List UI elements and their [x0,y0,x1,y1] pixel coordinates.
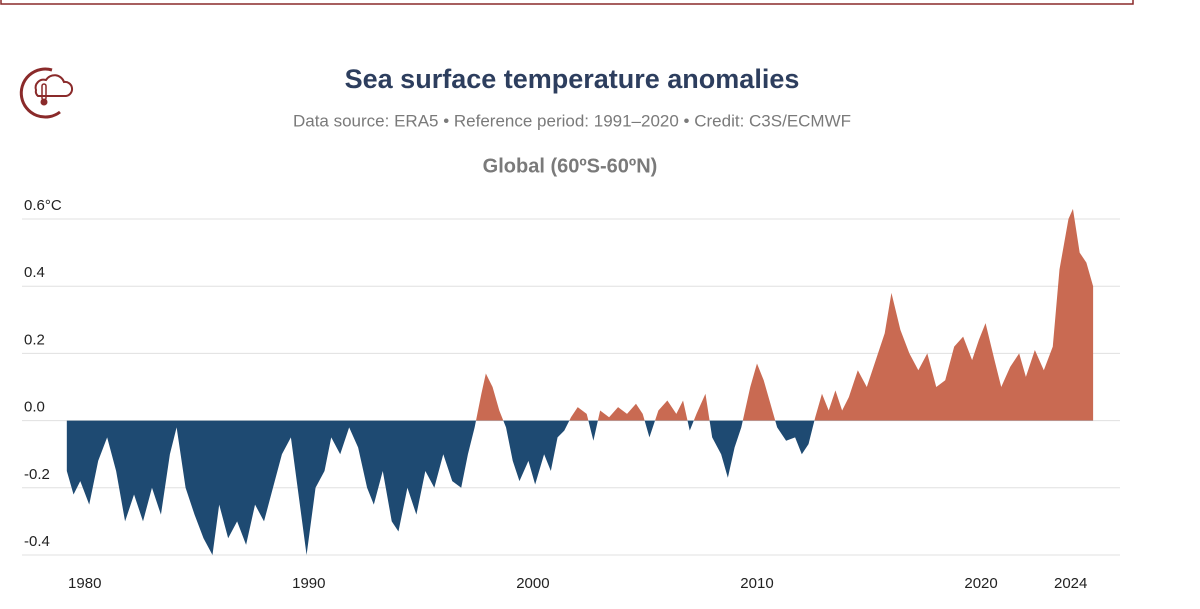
y-tick-label: 0.2 [24,331,45,348]
x-tick-label: 2024 [1054,575,1087,592]
y-tick-label: 0.0 [24,399,45,416]
x-tick-label: 2020 [964,575,997,592]
panel-title: Global (60ºS-60ºN) [483,155,658,177]
chart-subtitle: Data source: ERA5 • Reference period: 19… [293,111,851,130]
x-tick-label: 2000 [516,575,549,592]
top-frame [0,0,1134,5]
y-tick-label: 0.4 [24,264,45,281]
x-tick-label: 2010 [740,575,773,592]
logo [19,67,74,119]
x-tick-label: 1980 [68,575,101,592]
y-tick-label: -0.2 [24,466,50,483]
chart-title: Sea surface temperature anomalies [345,64,800,94]
y-tick-label: 0.6°C [24,197,62,214]
anomaly-area [66,208,1094,556]
x-tick-label: 1990 [292,575,325,592]
y-tick-label: -0.4 [24,533,50,550]
